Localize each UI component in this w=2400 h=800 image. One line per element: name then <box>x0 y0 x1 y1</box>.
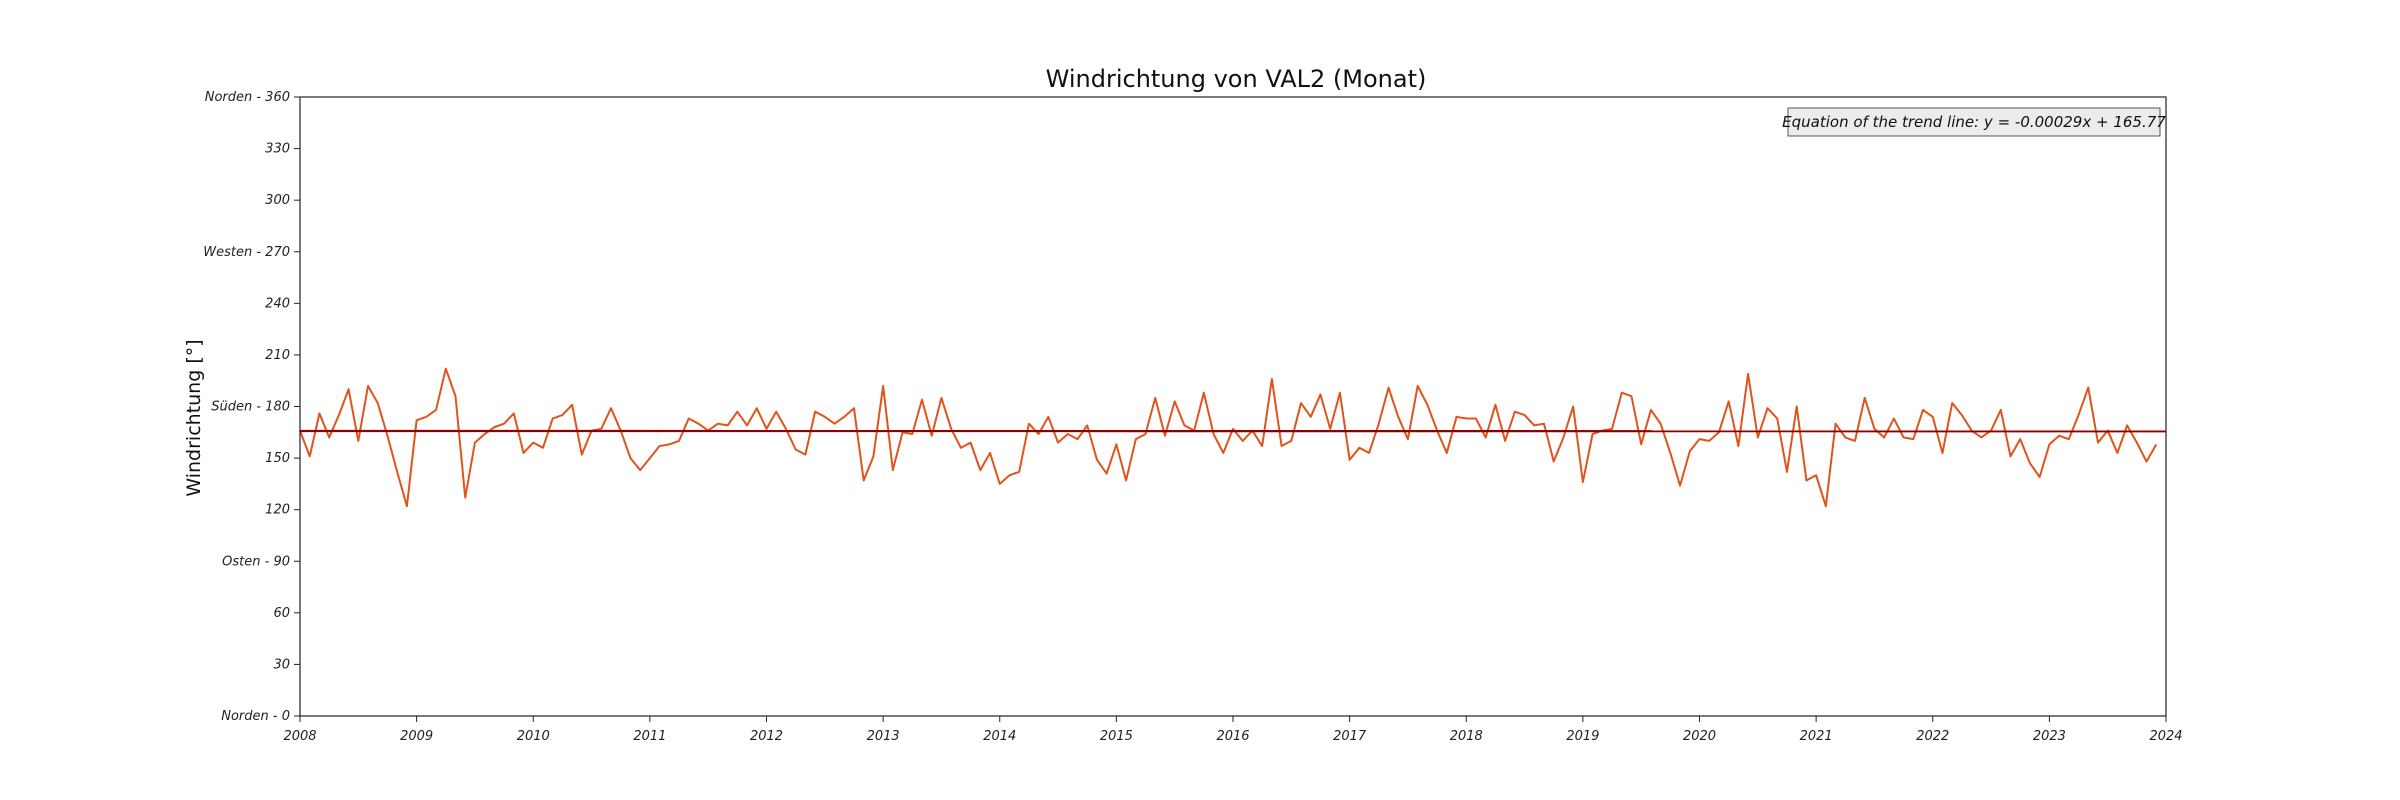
plot-area: Norden - 0 30 60 Osten - 90 120 150 Süden - 18… <box>203 90 2182 744</box>
annotation-box <box>1787 107 2161 137</box>
x-tick-label: 2015 <box>1100 729 1133 744</box>
x-tick-label: 2018 <box>1450 729 1483 744</box>
y-tick-label: 60 <box>273 606 290 621</box>
y-tick-label: 120 <box>265 503 290 518</box>
x-tick-label: 2024 <box>2149 729 2182 744</box>
x-tick-label: 2020 <box>1683 729 1716 744</box>
x-tick-label: 2012 <box>750 729 783 744</box>
x-tick-label: 2017 <box>1333 729 1367 744</box>
x-tick-label: 2016 <box>1216 729 1249 744</box>
y-tick-label: Norden - 0 <box>221 709 290 724</box>
series-line-wind-direction <box>299 367 2158 508</box>
x-tick-label: 2019 <box>1566 729 1599 744</box>
x-tick-label: 2011 <box>633 729 666 744</box>
x-tick-label: 2014 <box>983 729 1016 744</box>
y-tick-label: Süden - 180 <box>211 400 290 415</box>
y-tick-label: 330 <box>265 142 290 157</box>
x-tick-label: 2013 <box>867 729 900 744</box>
y-tick-label: 300 <box>265 193 290 208</box>
y-tick-label: Westen - 270 <box>203 245 290 260</box>
y-tick-label: Norden - 360 <box>205 90 290 105</box>
x-tick-label: 2021 <box>1800 729 1833 744</box>
y-tick-label: 240 <box>265 296 290 311</box>
trend-annotation: Equation of the trend line: y = -0.00029… <box>1782 107 2166 137</box>
x-tick-label: 2010 <box>517 729 550 744</box>
x-tick-label: 2022 <box>1916 729 1949 744</box>
x-tick-label: 2009 <box>400 729 433 744</box>
y-tick-label: Osten - 90 <box>222 554 290 569</box>
plot-frame <box>299 96 2167 717</box>
annotation-text: Equation of the trend line: y = -0.00029… <box>1782 113 2166 131</box>
chart-title: Windrichtung von VAL2 (Monat) <box>1046 65 1427 93</box>
x-tick-label: 2008 <box>283 729 316 744</box>
y-tick-label: 30 <box>273 657 290 672</box>
y-axis-label: Windrichtung [°] <box>183 339 205 496</box>
y-tick-label: 150 <box>265 451 290 466</box>
x-tick-label: 2023 <box>2033 729 2066 744</box>
y-tick-label: 210 <box>265 348 290 363</box>
